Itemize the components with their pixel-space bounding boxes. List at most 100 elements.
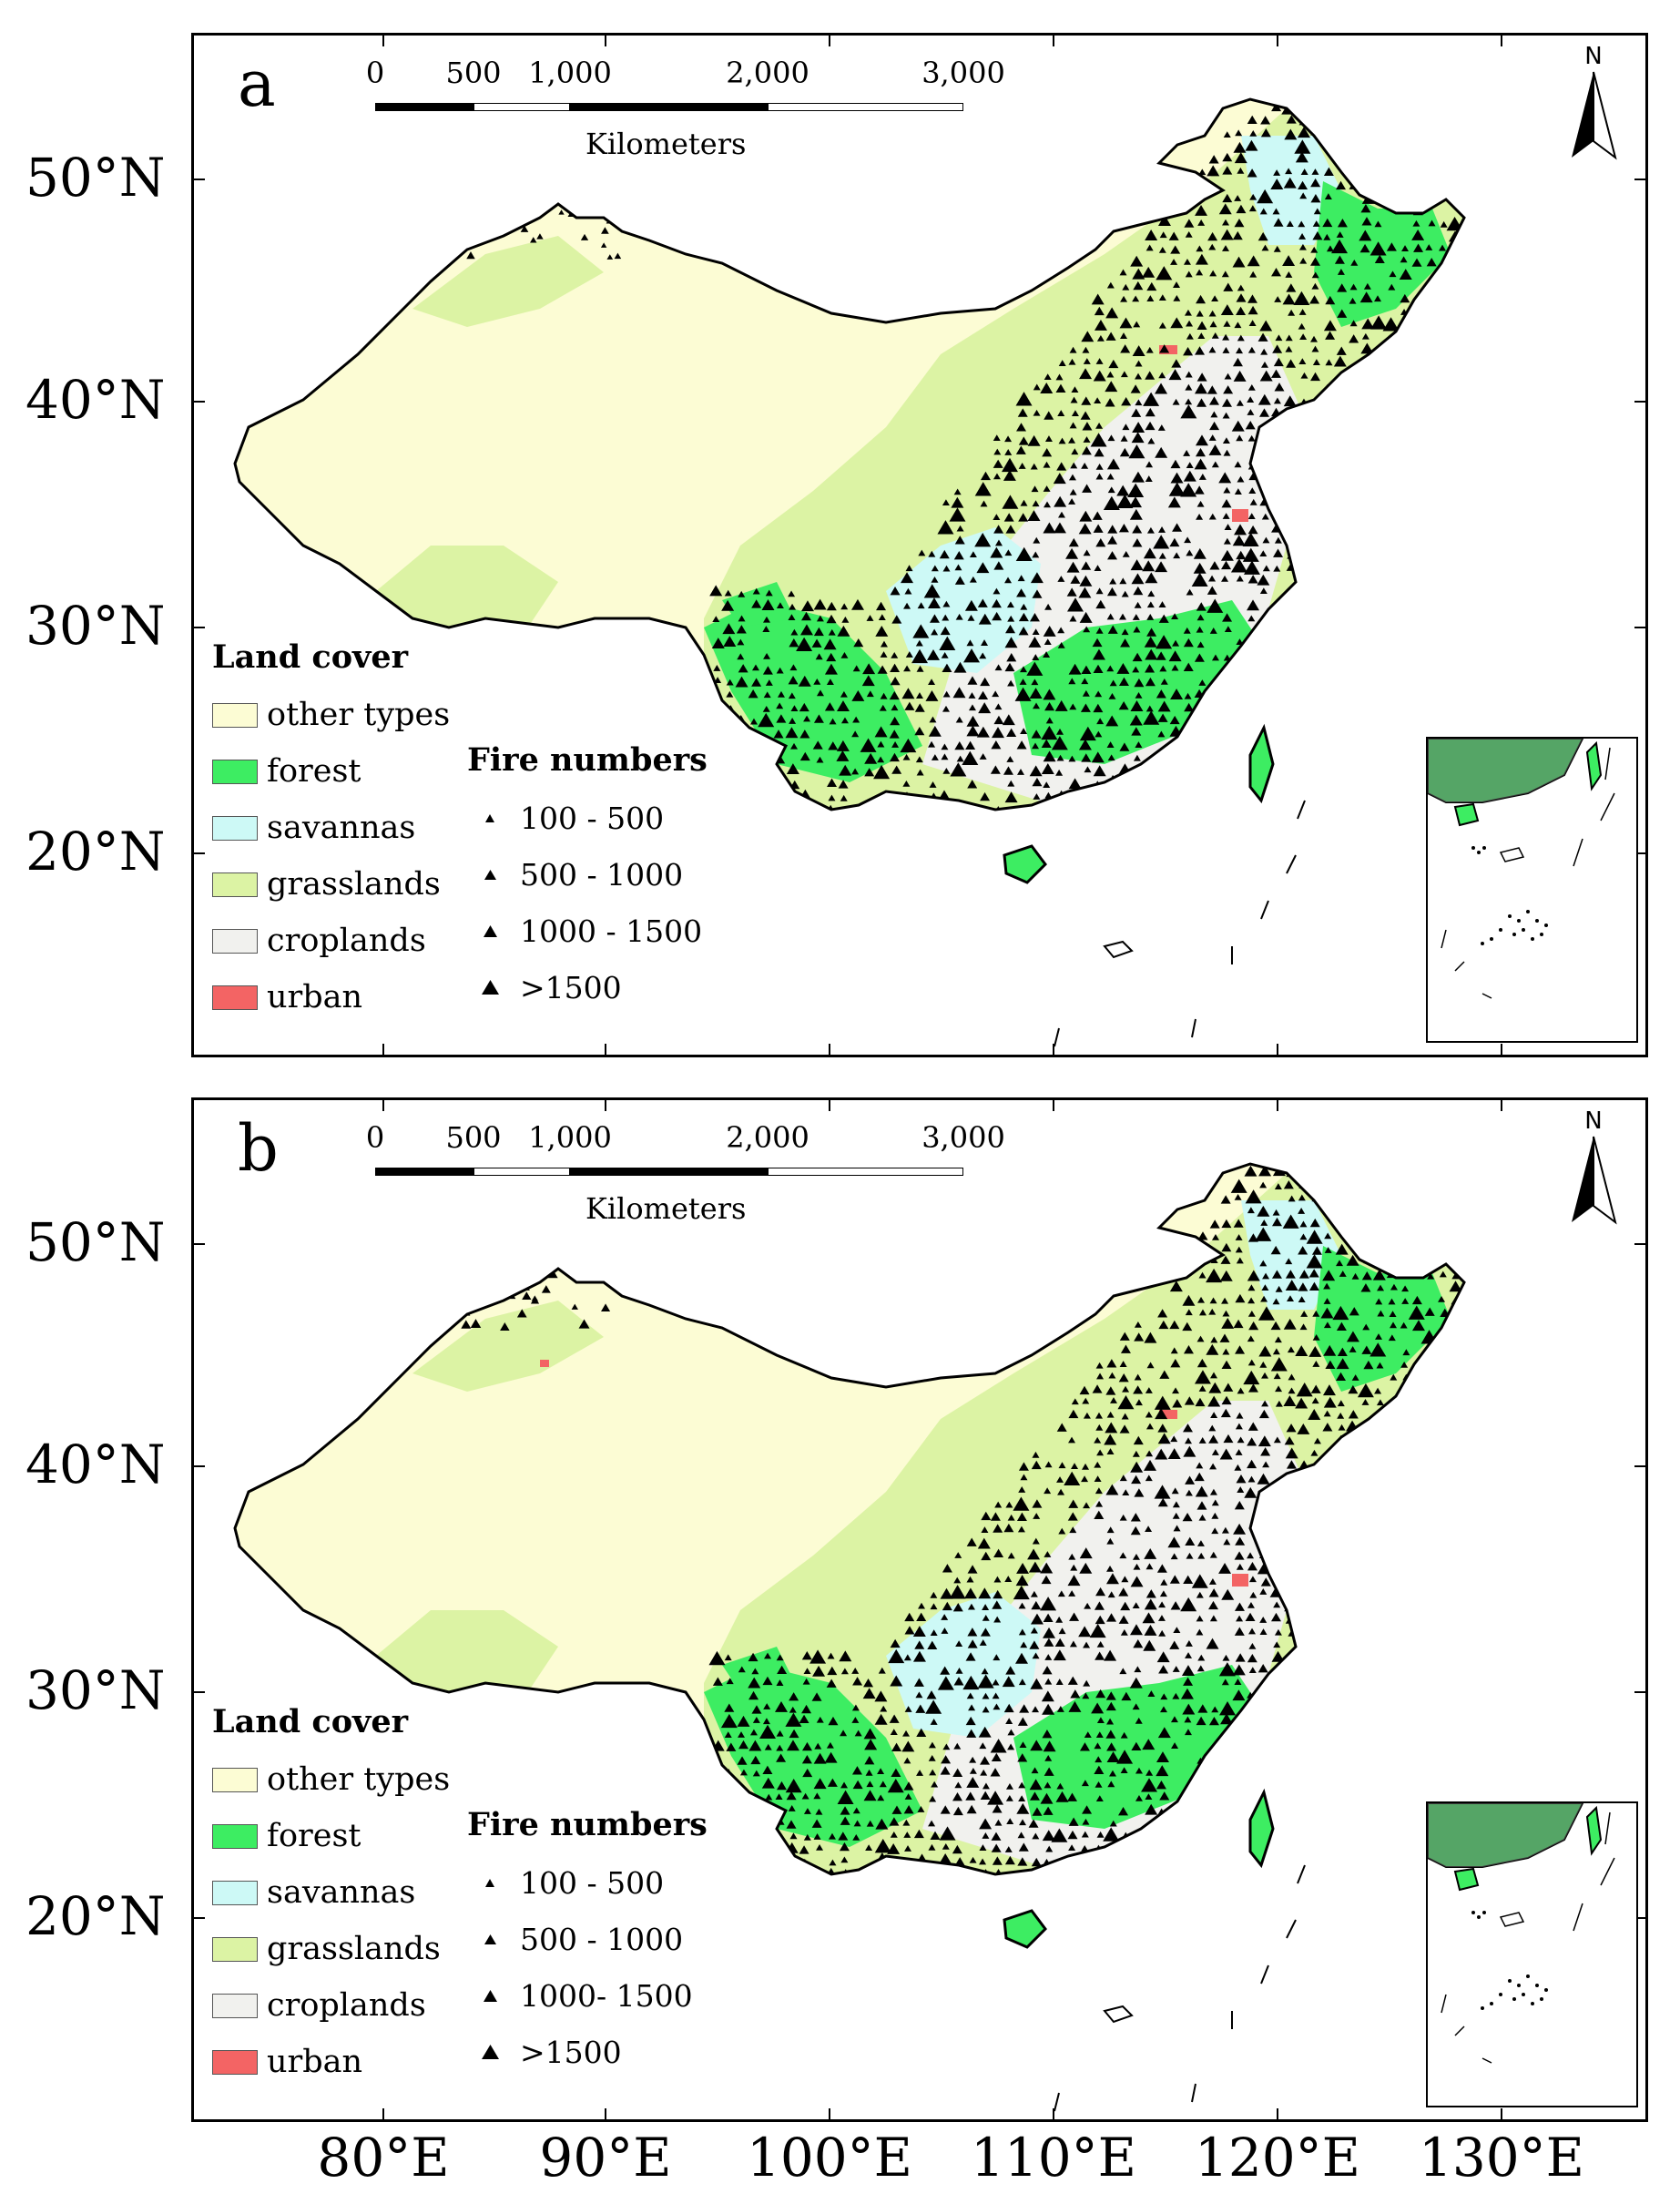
- fire-marker: [457, 1277, 468, 1287]
- fire-marker: [356, 1254, 363, 1260]
- fire-marker: [1232, 357, 1243, 367]
- fire-marker: [1296, 1790, 1309, 1801]
- fire-marker: [1337, 434, 1348, 444]
- longitude-label: 90°E: [539, 2127, 672, 2189]
- fire-marker: [1096, 718, 1105, 725]
- fire-marker: [1296, 1383, 1313, 1397]
- fire-marker: [1068, 1844, 1076, 1852]
- fire-marker: [801, 611, 812, 621]
- fire-marker: [1155, 561, 1168, 573]
- fire-marker: [982, 1692, 990, 1699]
- fire-marker: [1347, 1819, 1358, 1828]
- fire-marker: [1068, 1590, 1076, 1597]
- fire-marker: [1400, 1361, 1409, 1368]
- fire-marker: [710, 791, 721, 800]
- fire-marker: [963, 648, 981, 663]
- fire-marker: [1400, 472, 1410, 481]
- fire-marker: [1196, 398, 1207, 407]
- fire-marker: [966, 725, 980, 737]
- fire-marker: [928, 725, 942, 737]
- fire-marker: [1084, 766, 1092, 773]
- fire-marker: [1194, 653, 1205, 662]
- fire-marker: [1323, 1832, 1331, 1840]
- fire-marker: [709, 753, 723, 764]
- fire-marker: [1186, 1552, 1194, 1559]
- fire-marker: [942, 1601, 952, 1611]
- fire-marker: [824, 1751, 838, 1763]
- fire-marker: [1270, 1794, 1281, 1803]
- fire-marker: [1016, 740, 1027, 750]
- fire-marker: [1350, 536, 1359, 544]
- fire-marker: [1349, 641, 1357, 648]
- fire-marker: [1413, 1679, 1424, 1689]
- fire-marker: [1182, 1321, 1193, 1332]
- fire-marker: [979, 1844, 987, 1851]
- fire-marker: [851, 1717, 860, 1723]
- scale-tick: 2,000: [726, 56, 809, 90]
- fire-marker: [969, 551, 977, 558]
- fire-marker: [1233, 141, 1247, 153]
- fire-marker: [1414, 638, 1425, 648]
- fire-marker: [1032, 1451, 1040, 1458]
- fire-marker: [1363, 1360, 1374, 1370]
- fire-marker: [1387, 514, 1395, 521]
- legend-label: savannas: [267, 810, 416, 846]
- fire-marker: [1223, 654, 1231, 661]
- fire-numbers-legend: Fire numbers 100 - 500 500 - 1000 1000 -…: [467, 741, 708, 1015]
- fire-marker: [1385, 100, 1399, 111]
- fire-marker: [1209, 561, 1220, 570]
- fire-marker: [802, 1678, 810, 1685]
- fire-marker: [1300, 1666, 1308, 1673]
- fire-marker: [1054, 1638, 1065, 1648]
- fire-marker: [737, 653, 745, 660]
- fire-marker: [531, 206, 539, 212]
- fire-marker: [1054, 803, 1065, 810]
- fire-marker: [1297, 1167, 1308, 1177]
- fire-marker: [1053, 522, 1066, 534]
- fire-marker: [1044, 1461, 1053, 1468]
- fire-marker: [1221, 1360, 1232, 1370]
- fire-marker: [1033, 383, 1041, 391]
- fire-marker: [1145, 664, 1156, 673]
- fire-marker: [854, 1730, 862, 1737]
- fire-marker: [1193, 562, 1207, 574]
- fire-marker: [980, 677, 991, 687]
- fire-marker: [1185, 1489, 1193, 1496]
- fire-marker: [1094, 1436, 1102, 1444]
- fire-marker: [1145, 791, 1158, 802]
- fire-marker: [826, 679, 834, 686]
- fire-marker: [813, 1752, 827, 1764]
- fire-marker: [992, 1856, 1003, 1865]
- fire-marker: [1275, 651, 1283, 658]
- fire-marker: [1283, 395, 1297, 407]
- fire-marker: [980, 791, 991, 801]
- fire-marker: [341, 195, 350, 202]
- fire-marker: [1275, 1704, 1283, 1711]
- fire-marker: [1260, 116, 1271, 125]
- fire-marker: [1413, 1384, 1424, 1394]
- fire-marker: [1134, 1488, 1145, 1497]
- fire-marker: [1196, 500, 1205, 507]
- fire-marker: [1145, 1474, 1153, 1482]
- fire-marker: [724, 589, 732, 597]
- fire-marker: [1274, 1336, 1282, 1343]
- fire-marker: [1058, 1462, 1066, 1469]
- fire-marker: [1414, 662, 1425, 672]
- fire-marker: [1194, 383, 1207, 394]
- fire-marker: [874, 1839, 891, 1853]
- fire-marker: [1438, 1768, 1446, 1775]
- fire-marker: [1311, 690, 1322, 699]
- fire-marker: [1119, 1424, 1130, 1434]
- fire-marker: [1312, 779, 1323, 788]
- fire-marker: [1437, 164, 1451, 176]
- fire-marker: [1057, 1488, 1065, 1495]
- fire-marker: [1118, 1615, 1129, 1624]
- fire-marker: [1236, 1615, 1244, 1622]
- fire-marker: [713, 1854, 724, 1863]
- fire-marker: [1043, 1858, 1051, 1865]
- fire-marker: [799, 702, 809, 712]
- fire-marker: [1300, 588, 1308, 596]
- fire-marker: [711, 703, 722, 712]
- fire-marker: [1003, 1523, 1014, 1533]
- fire-marker: [1208, 1791, 1219, 1801]
